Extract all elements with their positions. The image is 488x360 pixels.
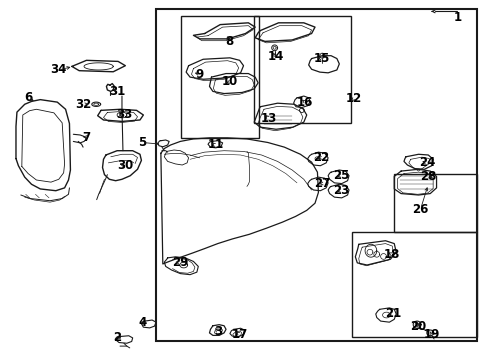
Text: 1: 1: [452, 11, 461, 24]
Text: 25: 25: [333, 169, 349, 182]
Bar: [181, 17, 259, 138]
Text: 11: 11: [207, 139, 223, 152]
Text: 23: 23: [333, 184, 349, 197]
Text: 17: 17: [231, 328, 247, 341]
Text: 15: 15: [313, 52, 330, 65]
Text: 13: 13: [260, 112, 276, 125]
Text: 26: 26: [411, 203, 428, 216]
Text: 14: 14: [267, 50, 284, 63]
Text: 18: 18: [383, 248, 399, 261]
Bar: [352, 232, 476, 337]
Text: 22: 22: [312, 151, 329, 165]
Text: 33: 33: [116, 108, 132, 121]
Text: 9: 9: [195, 68, 203, 81]
Text: 10: 10: [222, 75, 238, 88]
Text: 28: 28: [419, 170, 436, 183]
Text: 31: 31: [109, 85, 125, 98]
Text: 5: 5: [138, 136, 146, 149]
Text: 12: 12: [345, 92, 361, 105]
Text: 30: 30: [117, 159, 133, 172]
Text: 8: 8: [224, 35, 233, 48]
Text: 20: 20: [409, 320, 426, 333]
Text: 29: 29: [172, 256, 188, 269]
Text: 27: 27: [313, 177, 330, 190]
Text: 19: 19: [423, 328, 439, 341]
Bar: [254, 17, 351, 123]
Text: 7: 7: [82, 131, 90, 144]
Text: 4: 4: [138, 316, 146, 329]
Text: 3: 3: [213, 325, 222, 338]
Text: 2: 2: [113, 332, 121, 345]
Text: 21: 21: [384, 307, 400, 320]
Text: 16: 16: [297, 96, 313, 109]
Text: 6: 6: [24, 91, 32, 104]
Bar: [156, 9, 476, 342]
Text: 32: 32: [75, 98, 91, 111]
Bar: [393, 174, 476, 232]
Text: 24: 24: [418, 156, 434, 169]
Text: 34: 34: [50, 63, 67, 76]
